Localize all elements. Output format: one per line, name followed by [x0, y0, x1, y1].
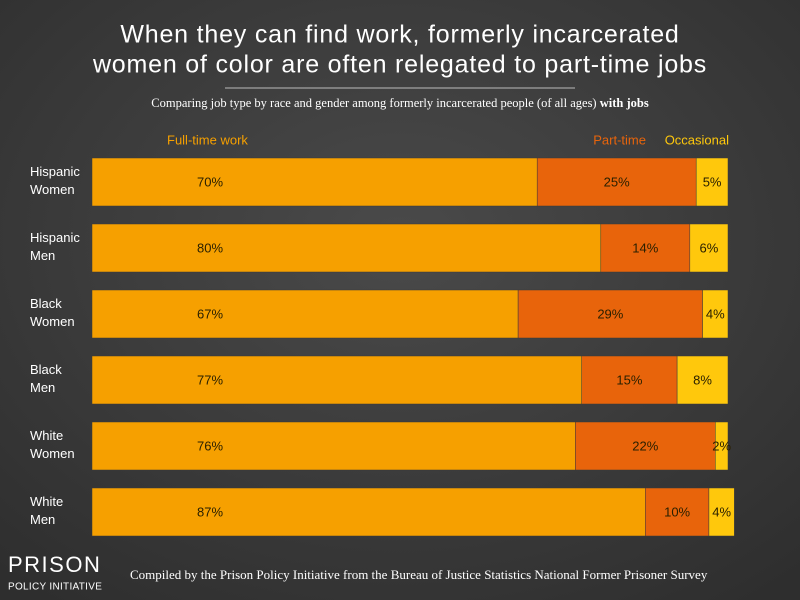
value-label: 4%	[712, 504, 731, 519]
category-line: White	[30, 494, 63, 509]
category-label: Black Women	[30, 296, 75, 329]
value-label: 87%	[197, 504, 223, 519]
value-label: 76%	[197, 438, 223, 453]
value-label: 2%	[712, 438, 731, 453]
value-label: 22%	[632, 438, 658, 453]
bar-segment	[91, 157, 538, 207]
category-line: White	[30, 428, 63, 443]
bar-segment	[536, 157, 697, 207]
chart-title: women of color are often relegated to pa…	[92, 51, 707, 79]
subtitle-text: Comparing job type by race and gender am…	[151, 96, 596, 110]
value-label: 5%	[703, 174, 722, 189]
value-label: 15%	[616, 372, 642, 387]
bar-segment	[91, 487, 646, 537]
value-label: 77%	[197, 372, 223, 387]
bar-segment	[676, 355, 729, 405]
bar-segment	[91, 223, 602, 273]
bar-segment	[702, 289, 729, 339]
bar-segment	[91, 421, 576, 471]
category-label: White Women	[30, 428, 75, 461]
category-line: Men	[30, 512, 55, 527]
category-line: Black	[30, 296, 62, 311]
bar-segment	[91, 355, 582, 405]
category-line: Men	[30, 248, 55, 263]
value-label: 67%	[197, 306, 223, 321]
value-label: 8%	[693, 372, 712, 387]
value-label: 6%	[700, 240, 719, 255]
value-label: 10%	[664, 504, 690, 519]
bar-segment	[517, 289, 703, 339]
category-label: Hispanic Men	[30, 230, 80, 263]
category-line: Women	[30, 182, 75, 197]
category-line: Black	[30, 362, 62, 377]
source: Compiled by the Prison Policy Initiative…	[130, 567, 708, 582]
bar-segment	[645, 487, 710, 537]
logo: POLICY INITIATIVE	[8, 582, 102, 593]
legend-label: Part-time	[593, 132, 646, 147]
bar-segment	[715, 421, 729, 471]
legend-label: Occasional	[665, 132, 729, 147]
subtitle: Comparing job type by race and gender am…	[151, 96, 649, 110]
bar-segment	[575, 421, 716, 471]
bar-segment	[91, 289, 519, 339]
bar-segment	[695, 157, 729, 207]
category-line: Hispanic	[30, 230, 80, 245]
value-label: 29%	[597, 306, 623, 321]
value-label: 14%	[632, 240, 658, 255]
value-label: 70%	[197, 174, 223, 189]
subtitle-bold: with jobs	[600, 96, 649, 110]
category-line: Hispanic	[30, 164, 80, 179]
category-line: Women	[30, 446, 75, 461]
value-label: 4%	[706, 306, 725, 321]
value-label: 80%	[197, 240, 223, 255]
category-label: Black Men	[30, 362, 62, 395]
category-line: Men	[30, 380, 55, 395]
category-line: Women	[30, 314, 75, 329]
legend-label: Full-time work	[167, 132, 248, 147]
bar-segment	[708, 487, 735, 537]
category-label: White Men	[30, 494, 63, 527]
logo: PRISON	[8, 552, 101, 577]
value-label: 25%	[604, 174, 630, 189]
category-label: Hispanic Women	[30, 164, 80, 197]
bar-segment	[689, 223, 729, 273]
chart-title: When they can find work, formerly incarc…	[120, 21, 679, 49]
